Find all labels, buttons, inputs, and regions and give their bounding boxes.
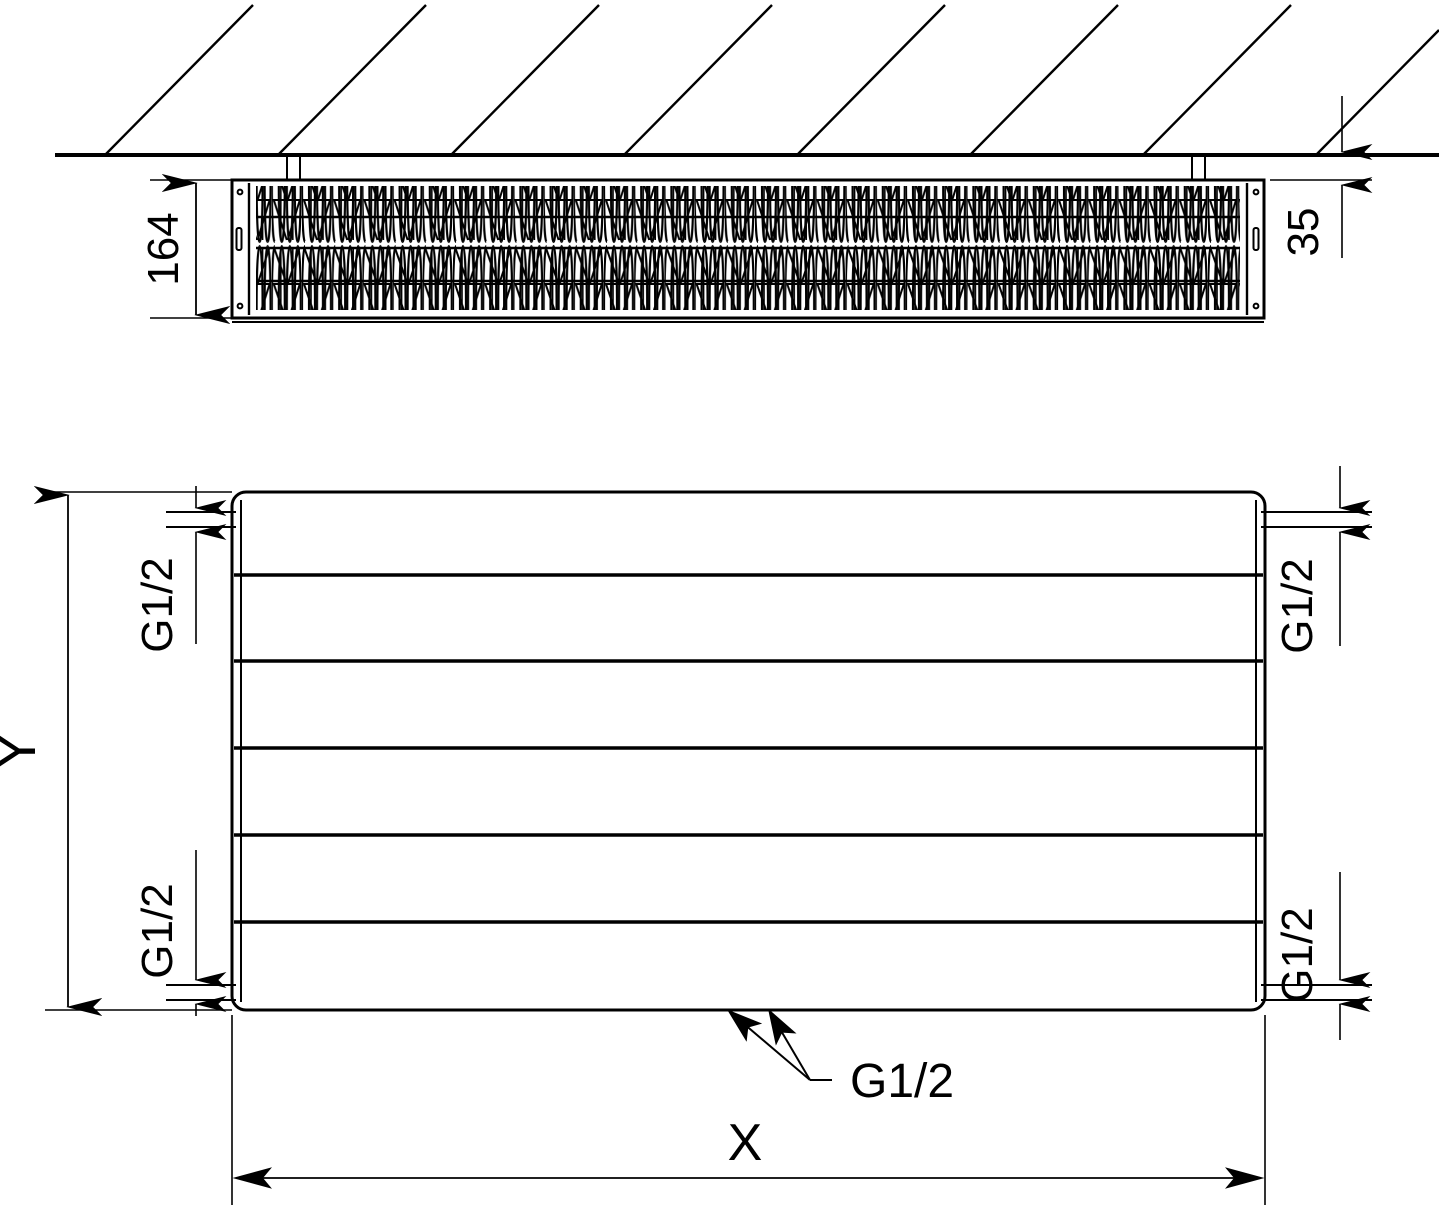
casing-tab-marks bbox=[235, 188, 1260, 310]
connection-label-top-right: G1/2 bbox=[1273, 558, 1322, 653]
dimension-X-label: X bbox=[728, 1114, 763, 1172]
connection-callout-bottom-label: G1/2 bbox=[850, 1055, 954, 1108]
dimension-35-label: 35 bbox=[1279, 208, 1328, 257]
radiator-front-panel bbox=[230, 490, 1267, 1012]
connection-label-bottom-left-group: G1/2 bbox=[133, 850, 227, 1016]
connection-label-top-left-group: G1/2 bbox=[133, 486, 227, 653]
dimension-35: 35 bbox=[1270, 96, 1373, 258]
dimension-Y: Y bbox=[0, 486, 232, 1016]
dimension-Y-label: Y bbox=[0, 732, 47, 769]
connection-callout-bottom: G1/2 bbox=[726, 1008, 954, 1108]
connection-label-top-right-group: G1/2 bbox=[1273, 466, 1371, 654]
wall-bracket-right bbox=[1191, 155, 1206, 182]
callout-leader-left bbox=[726, 1009, 811, 1081]
front-elevation-view: Y G1/2 G1/2 G1/2 G1/2 bbox=[0, 466, 1372, 1205]
wall-bracket-left bbox=[286, 155, 301, 182]
panel-seam-lines bbox=[234, 573, 1263, 924]
connection-label-bottom-left: G1/2 bbox=[133, 883, 182, 978]
wall-hatch-group bbox=[104, 4, 1439, 156]
dimension-164-label: 164 bbox=[139, 212, 188, 285]
connection-label-top-left: G1/2 bbox=[133, 557, 182, 652]
convector-fin-pack bbox=[256, 186, 1240, 310]
connection-label-bottom-right-group: G1/2 bbox=[1273, 872, 1371, 1040]
side-section-view: 164 35 bbox=[55, 4, 1439, 324]
connection-label-bottom-right: G1/2 bbox=[1273, 907, 1322, 1002]
dimension-X: X bbox=[231, 1015, 1266, 1205]
dimension-164: 164 bbox=[139, 174, 240, 324]
callout-leader-right bbox=[767, 1008, 811, 1081]
